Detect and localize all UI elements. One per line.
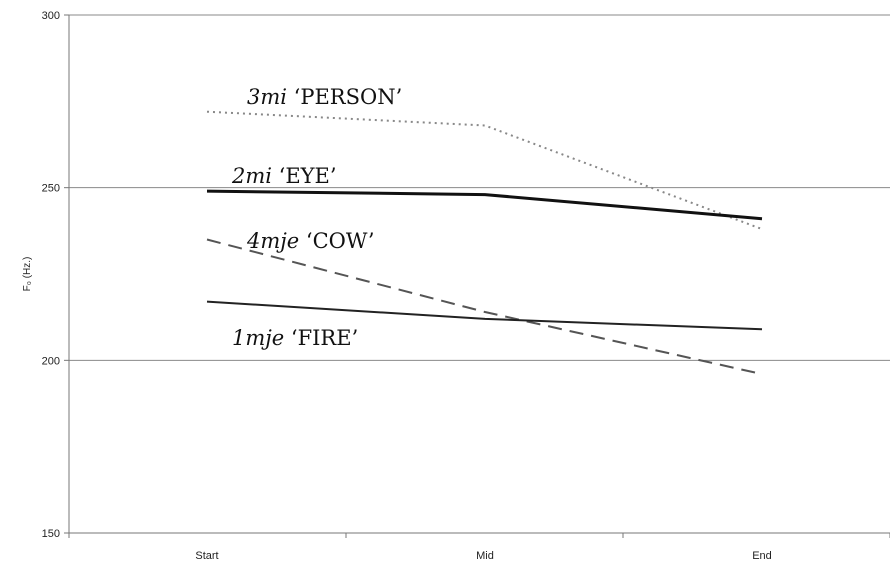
series-code: 3mi bbox=[247, 85, 294, 109]
series-word: ‘PERSON’ bbox=[294, 85, 403, 109]
y-tick-labels: 150 200 250 300 bbox=[42, 10, 69, 540]
axes bbox=[68, 15, 890, 534]
series-word: ‘COW’ bbox=[306, 229, 375, 253]
y-tick-label: 150 bbox=[42, 528, 60, 540]
y-axis-label: F₀ (Hz.) bbox=[22, 257, 33, 292]
series-line-3mi bbox=[206, 110, 763, 231]
series-label-4mje: 4mje ‘COW’ bbox=[246, 229, 375, 253]
series-label-3mi: 3mi ‘PERSON’ bbox=[247, 85, 402, 109]
series-word: ‘EYE’ bbox=[279, 164, 337, 188]
series-word: ‘FIRE’ bbox=[291, 326, 358, 350]
y-tick-label: 300 bbox=[42, 10, 60, 22]
series-line-4mje bbox=[206, 238, 763, 376]
series-code: 1mje bbox=[232, 326, 291, 350]
series-label-2mi: 2mi ‘EYE’ bbox=[231, 164, 337, 188]
series-code: 4mje bbox=[246, 229, 306, 253]
x-tick-labels: Start Mid End bbox=[68, 533, 890, 562]
series-code: 2mi bbox=[231, 164, 279, 188]
series-lines bbox=[206, 110, 763, 376]
series-line-1mje bbox=[206, 300, 763, 331]
gridlines bbox=[69, 14, 890, 361]
series-line-2mi bbox=[206, 189, 763, 221]
x-tick-label: Start bbox=[195, 550, 218, 562]
y-tick-label: 200 bbox=[42, 355, 60, 367]
x-tick-label: Mid bbox=[476, 550, 494, 562]
series-labels: 3mi ‘PERSON’ 2mi ‘EYE’ 4mje ‘COW’ 1mje ‘FIR… bbox=[231, 85, 402, 350]
y-tick-label: 250 bbox=[42, 183, 60, 195]
series-label-1mje: 1mje ‘FIRE’ bbox=[232, 326, 358, 350]
x-tick-label: End bbox=[752, 550, 772, 562]
